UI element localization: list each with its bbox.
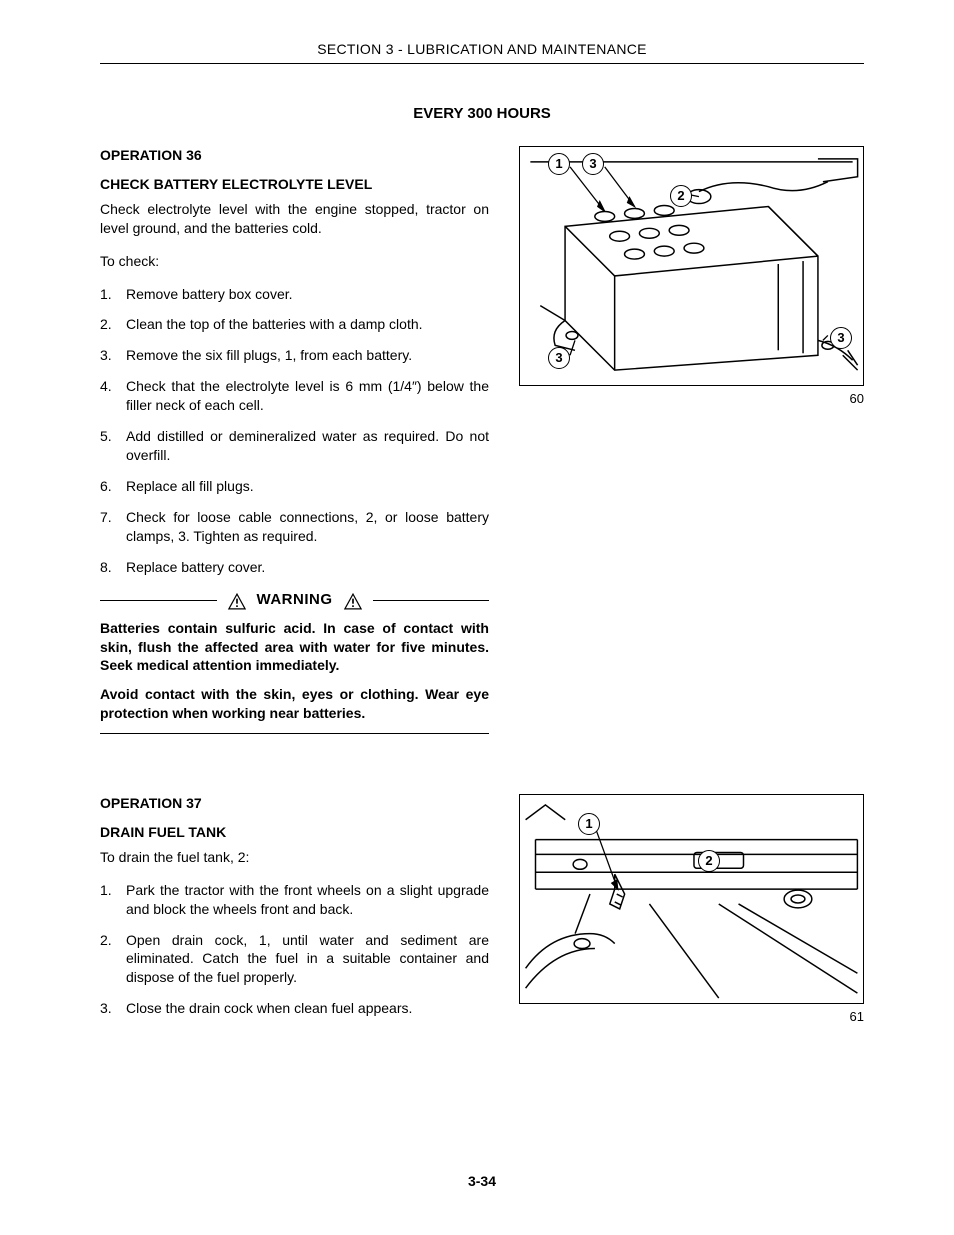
step-number: 7. bbox=[100, 508, 126, 546]
warning-bottom-rule bbox=[100, 733, 489, 734]
step-text: Park the tractor with the front wheels o… bbox=[126, 881, 489, 919]
callout-1: 1 bbox=[578, 813, 600, 835]
list-item: 2.Open drain cock, 1, until water and se… bbox=[100, 931, 489, 988]
op36-subheading: CHECK BATTERY ELECTROLYTE LEVEL bbox=[100, 175, 489, 194]
list-item: 1.Park the tractor with the front wheels… bbox=[100, 881, 489, 919]
op36-intro: Check electrolyte level with the engine … bbox=[100, 200, 489, 238]
list-item: 1.Remove battery box cover. bbox=[100, 285, 489, 304]
step-number: 3. bbox=[100, 999, 126, 1018]
step-text: Check for loose cable connections, 2, or… bbox=[126, 508, 489, 546]
op36-figure-column: 1 3 2 3 3 60 bbox=[519, 146, 864, 408]
step-number: 2. bbox=[100, 315, 126, 334]
op37-heading: OPERATION 37 bbox=[100, 794, 489, 813]
callout-3a: 3 bbox=[582, 153, 604, 175]
section-header: SECTION 3 - LUBRICATION AND MAINTENANCE bbox=[100, 40, 864, 64]
step-number: 1. bbox=[100, 285, 126, 304]
step-number: 3. bbox=[100, 346, 126, 365]
step-number: 8. bbox=[100, 558, 126, 577]
step-text: Remove battery box cover. bbox=[126, 285, 489, 304]
step-text: Remove the six fill plugs, 1, from each … bbox=[126, 346, 489, 365]
warning-rule-right bbox=[373, 600, 490, 601]
list-item: 8.Replace battery cover. bbox=[100, 558, 489, 577]
step-text: Add distilled or demineralized water as … bbox=[126, 427, 489, 465]
step-number: 6. bbox=[100, 477, 126, 496]
operation-37-block: OPERATION 37 DRAIN FUEL TANK To drain th… bbox=[100, 794, 864, 1032]
page-number: 3-34 bbox=[100, 1172, 864, 1191]
battery-illustration bbox=[520, 147, 863, 385]
op37-subheading: DRAIN FUEL TANK bbox=[100, 823, 489, 842]
list-item: 3.Remove the six fill plugs, 1, from eac… bbox=[100, 346, 489, 365]
step-number: 2. bbox=[100, 931, 126, 988]
fuel-tank-illustration bbox=[520, 795, 863, 1003]
warning-paragraph-1: Batteries contain sulfuric acid. In case… bbox=[100, 619, 489, 676]
callout-3c: 3 bbox=[830, 327, 852, 349]
op37-figure-column: 1 2 61 bbox=[519, 794, 864, 1026]
figure-60: 1 3 2 3 3 bbox=[519, 146, 864, 386]
op36-heading: OPERATION 36 bbox=[100, 146, 489, 165]
interval-title: EVERY 300 HOURS bbox=[100, 104, 864, 124]
op37-intro: To drain the fuel tank, 2: bbox=[100, 848, 489, 867]
step-text: Check that the electrolyte level is 6 mm… bbox=[126, 377, 489, 415]
step-text: Clean the top of the batteries with a da… bbox=[126, 315, 489, 334]
step-text: Replace all fill plugs. bbox=[126, 477, 489, 496]
warning-rule-left bbox=[100, 600, 217, 601]
list-item: 3.Close the drain cock when clean fuel a… bbox=[100, 999, 489, 1018]
step-number: 1. bbox=[100, 881, 126, 919]
callout-1: 1 bbox=[548, 153, 570, 175]
callout-3b: 3 bbox=[548, 347, 570, 369]
warning-triangle-icon bbox=[227, 592, 247, 610]
step-number: 4. bbox=[100, 377, 126, 415]
callout-2: 2 bbox=[698, 850, 720, 872]
figure-60-number: 60 bbox=[519, 390, 864, 408]
step-number: 5. bbox=[100, 427, 126, 465]
warning-block: WARNING Batteries contain sulfuric acid.… bbox=[100, 590, 489, 734]
figure-61-number: 61 bbox=[519, 1008, 864, 1026]
warning-triangle-icon bbox=[343, 592, 363, 610]
warning-header: WARNING bbox=[100, 590, 489, 610]
step-text: Open drain cock, 1, until water and sedi… bbox=[126, 931, 489, 988]
op37-steps: 1.Park the tractor with the front wheels… bbox=[100, 881, 489, 1018]
step-text: Replace battery cover. bbox=[126, 558, 489, 577]
list-item: 6.Replace all fill plugs. bbox=[100, 477, 489, 496]
list-item: 5.Add distilled or demineralized water a… bbox=[100, 427, 489, 465]
warning-label: WARNING bbox=[257, 590, 333, 610]
op37-text-column: OPERATION 37 DRAIN FUEL TANK To drain th… bbox=[100, 794, 489, 1032]
list-item: 7.Check for loose cable connections, 2, … bbox=[100, 508, 489, 546]
op36-to-check: To check: bbox=[100, 252, 489, 271]
warning-paragraph-2: Avoid contact with the skin, eyes or clo… bbox=[100, 685, 489, 723]
op36-steps: 1.Remove battery box cover. 2.Clean the … bbox=[100, 285, 489, 577]
operation-36-block: OPERATION 36 CHECK BATTERY ELECTROLYTE L… bbox=[100, 146, 864, 744]
callout-2: 2 bbox=[670, 185, 692, 207]
list-item: 4.Check that the electrolyte level is 6 … bbox=[100, 377, 489, 415]
op36-text-column: OPERATION 36 CHECK BATTERY ELECTROLYTE L… bbox=[100, 146, 489, 744]
figure-61: 1 2 bbox=[519, 794, 864, 1004]
step-text: Close the drain cock when clean fuel app… bbox=[126, 999, 489, 1018]
list-item: 2.Clean the top of the batteries with a … bbox=[100, 315, 489, 334]
